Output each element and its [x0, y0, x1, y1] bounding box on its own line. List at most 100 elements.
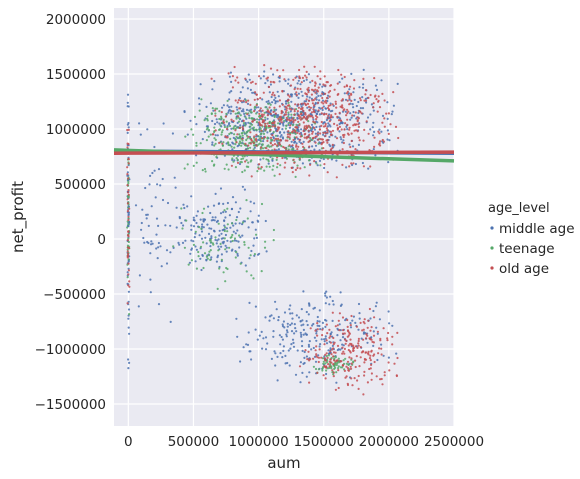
data-point: [309, 137, 312, 140]
data-point: [278, 99, 281, 102]
data-point: [342, 109, 345, 112]
data-point: [151, 171, 154, 175]
data-point: [263, 169, 266, 172]
data-point: [357, 342, 360, 345]
data-point: [312, 346, 315, 350]
data-point: [325, 319, 328, 322]
data-point: [126, 271, 129, 274]
data-point: [354, 162, 357, 166]
data-point: [266, 79, 269, 82]
data-point: [379, 144, 382, 147]
data-point: [369, 338, 372, 341]
data-point: [220, 232, 223, 235]
data-point: [198, 226, 201, 229]
data-point: [287, 349, 290, 352]
data-point: [226, 126, 229, 129]
data-point: [370, 103, 373, 106]
data-point: [387, 161, 390, 164]
data-point: [364, 337, 368, 340]
data-point: [234, 201, 237, 204]
data-point: [338, 329, 341, 332]
data-point: [307, 73, 310, 76]
data-point: [342, 329, 345, 332]
data-point: [159, 184, 162, 187]
data-point: [255, 135, 258, 138]
data-point: [297, 106, 300, 109]
data-point: [287, 82, 290, 85]
data-point: [345, 92, 349, 95]
data-point: [287, 111, 290, 114]
data-point: [153, 145, 156, 149]
data-point: [279, 164, 282, 167]
data-point: [206, 126, 209, 129]
data-point: [315, 345, 318, 348]
data-point: [372, 354, 375, 357]
data-point: [347, 334, 350, 337]
data-point: [255, 133, 258, 136]
data-point: [272, 110, 275, 114]
data-point: [199, 218, 202, 221]
data-point: [249, 160, 252, 163]
data-point: [337, 68, 340, 72]
data-point: [323, 75, 326, 78]
data-point: [239, 360, 242, 363]
data-point: [360, 112, 363, 115]
data-point: [207, 232, 211, 235]
data-point: [251, 221, 254, 224]
data-point: [246, 217, 249, 220]
data-point: [157, 246, 160, 249]
data-point: [128, 207, 131, 210]
data-point: [211, 107, 214, 110]
data-point: [354, 111, 357, 114]
data-point: [272, 80, 275, 84]
data-point: [220, 245, 223, 248]
data-point: [339, 291, 342, 294]
data-point: [336, 348, 339, 352]
data-point: [193, 115, 197, 118]
data-point: [274, 102, 277, 105]
data-point: [178, 243, 181, 246]
data-point: [232, 110, 235, 113]
data-point: [331, 369, 334, 372]
data-point: [331, 299, 334, 303]
data-point: [309, 106, 312, 109]
data-point: [149, 278, 152, 281]
data-point: [320, 112, 323, 115]
data-point: [247, 99, 250, 102]
data-point: [343, 128, 346, 131]
data-point: [289, 312, 292, 315]
data-point: [367, 132, 370, 135]
data-point: [306, 88, 309, 91]
data-point: [283, 326, 286, 329]
data-point: [336, 359, 339, 362]
data-point: [241, 134, 244, 137]
data-point: [345, 85, 349, 88]
data-point: [381, 383, 384, 386]
data-point: [138, 274, 141, 277]
data-point: [272, 164, 275, 167]
data-point: [212, 218, 215, 222]
data-point: [338, 81, 341, 84]
data-point: [254, 91, 257, 94]
data-point: [249, 142, 252, 145]
data-point: [338, 312, 341, 315]
data-point: [268, 319, 271, 322]
data-point: [346, 325, 349, 328]
data-point: [227, 142, 230, 145]
data-point: [229, 240, 232, 243]
data-point: [126, 244, 130, 247]
data-point: [341, 148, 344, 151]
data-point: [202, 266, 205, 270]
data-point: [326, 138, 329, 142]
data-point: [264, 116, 267, 119]
data-point: [277, 117, 280, 120]
data-point: [126, 142, 129, 145]
data-point: [288, 126, 291, 129]
data-point: [242, 129, 245, 132]
data-point: [324, 325, 327, 328]
data-point: [218, 128, 221, 131]
data-point: [230, 105, 233, 108]
data-point: [350, 314, 353, 318]
data-point: [386, 138, 389, 141]
data-point: [238, 107, 241, 110]
